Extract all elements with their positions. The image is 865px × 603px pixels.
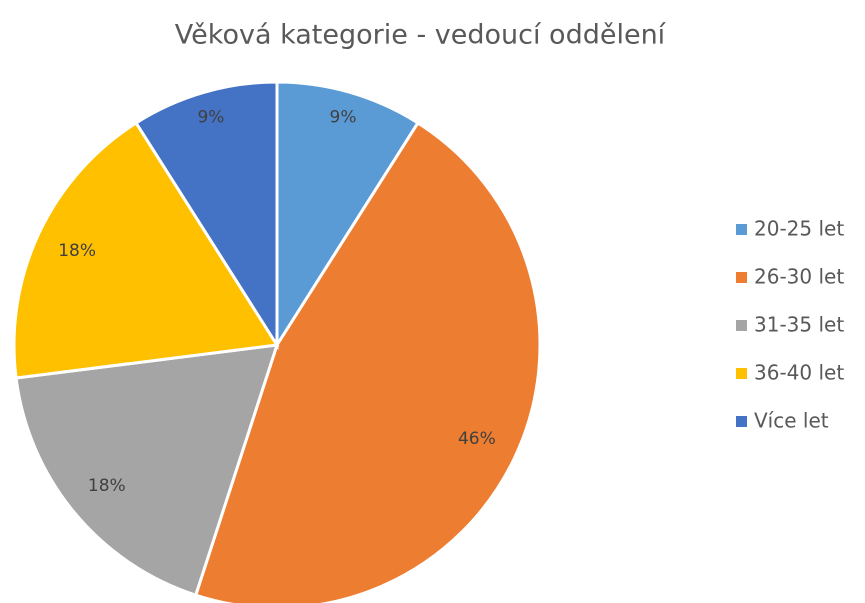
pie-slice [12, 120, 280, 380]
data-label: 18% [58, 241, 96, 261]
data-label: 46% [458, 429, 496, 449]
data-label: 9% [197, 108, 224, 128]
pie-slice [193, 120, 542, 603]
legend-label: 31-35 let [754, 313, 844, 337]
legend-swatch [736, 368, 747, 379]
legend-label: 36-40 let [754, 361, 844, 385]
legend-swatch [736, 320, 747, 331]
pie-slice [134, 80, 279, 351]
legend-swatch [736, 224, 747, 235]
legend-label: 20-25 let [754, 217, 844, 241]
data-label: 9% [330, 108, 357, 128]
pie-slice [275, 80, 420, 351]
legend-swatch [736, 272, 747, 283]
legend-label: Více let [754, 409, 829, 433]
chart-title: Věková kategorie - vedoucí oddělení [175, 20, 667, 51]
legend-label: 26-30 let [754, 265, 844, 289]
data-label: 18% [88, 476, 126, 496]
legend-swatch [736, 416, 747, 427]
pie-slice [14, 343, 280, 598]
